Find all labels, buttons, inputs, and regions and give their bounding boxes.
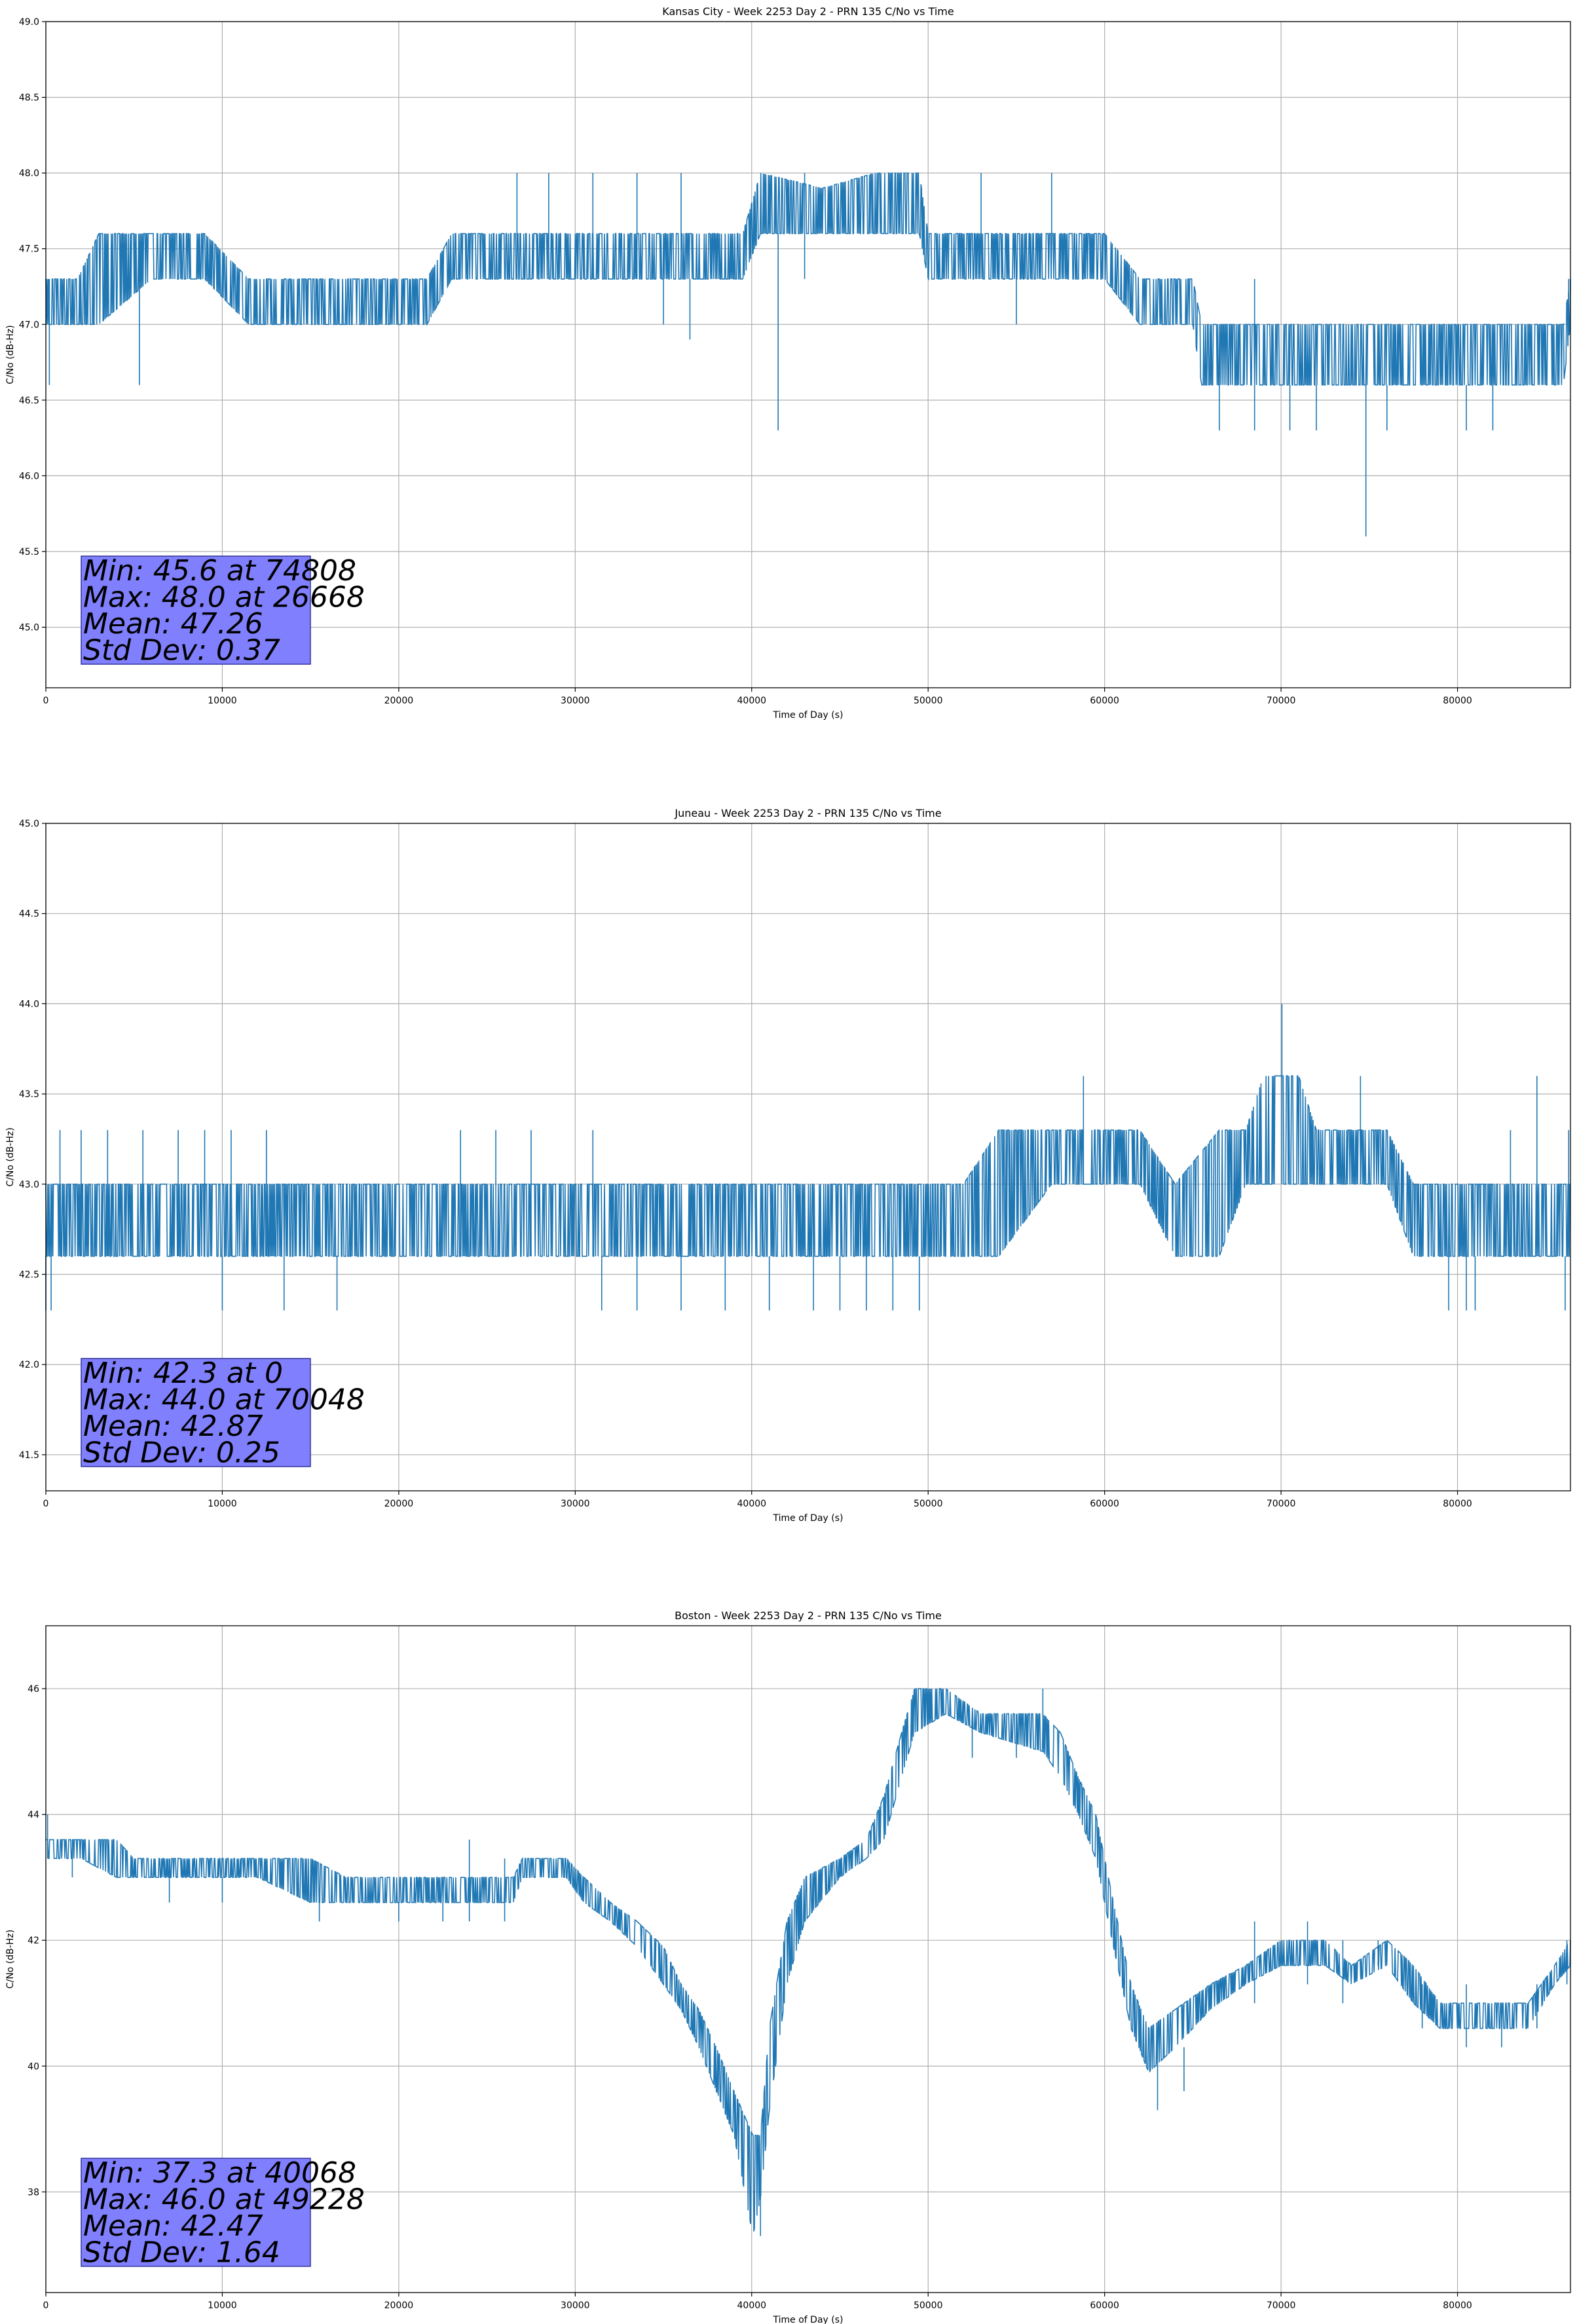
x-tick-label: 60000 — [1090, 1499, 1119, 1509]
stats-line: Max: 48.0 at 26668 — [83, 581, 365, 614]
y-tick-label: 38 — [28, 2187, 39, 2198]
series-line — [45, 1003, 1570, 1311]
stats-line: Mean: 47.26 — [83, 607, 263, 641]
x-axis-label: Time of Day (s) — [773, 710, 844, 721]
x-tick-label: 80000 — [1443, 2300, 1472, 2311]
y-tick-label: 47.5 — [19, 244, 39, 255]
y-tick-label: 48.5 — [19, 93, 39, 103]
x-tick-label: 40000 — [737, 2300, 767, 2311]
plot-frame — [45, 823, 1571, 1491]
x-tick-label: 0 — [43, 1499, 49, 1509]
x-tick-label: 50000 — [914, 1499, 943, 1509]
stats-line: Std Dev: 0.25 — [83, 1436, 280, 1470]
series-line — [45, 172, 1571, 536]
x-tick-label: 20000 — [384, 1499, 414, 1509]
y-tick-label: 40 — [28, 2061, 39, 2072]
y-tick-label: 44.0 — [19, 999, 39, 1009]
x-tick-label: 50000 — [914, 2300, 943, 2311]
series-line — [46, 1688, 1571, 2236]
y-tick-label: 43.0 — [19, 1180, 39, 1190]
stats-line: Min: 42.3 at 0 — [83, 1357, 283, 1390]
y-tick-label: 42 — [28, 1936, 39, 1946]
x-tick-label: 30000 — [561, 2300, 590, 2311]
x-tick-label: 60000 — [1090, 696, 1119, 706]
plot-frame — [45, 1625, 1571, 2293]
stats-line: Min: 45.6 at 74808 — [83, 554, 356, 588]
y-axis-label: C/No (dB-Hz) — [5, 1127, 16, 1186]
x-tick-label: 20000 — [384, 2300, 414, 2311]
y-tick-label: 44.5 — [19, 909, 39, 920]
y-tick-label: 46.0 — [19, 471, 39, 481]
x-axis-label: Time of Day (s) — [773, 1513, 844, 1524]
x-tick-label: 30000 — [561, 696, 590, 706]
y-tick-label: 41.5 — [19, 1450, 39, 1461]
stats-box-background — [81, 1358, 311, 1467]
y-axis-label: C/No (dB-Hz) — [5, 325, 16, 384]
plot-frame — [45, 21, 1571, 688]
chart-title: Boston - Week 2253 Day 2 - PRN 135 C/No … — [675, 1609, 942, 1622]
x-tick-label: 70000 — [1267, 2300, 1296, 2311]
x-tick-label: 20000 — [384, 696, 414, 706]
x-tick-label: 40000 — [737, 696, 767, 706]
stats-box-background — [81, 2158, 311, 2267]
x-tick-label: 10000 — [208, 2300, 237, 2311]
chart-kansas-city: 0 10000 20000 30000 40000 50000 60000 70000 8000… — [5, 5, 1571, 721]
chart-title: Juneau - Week 2253 Day 2 - PRN 135 C/No … — [674, 807, 941, 819]
x-tick-label: 70000 — [1267, 1499, 1296, 1509]
x-tick-label: 10000 — [208, 696, 237, 706]
y-tick-label: 44 — [28, 1810, 39, 1820]
x-axis-label: Time of Day (s) — [773, 2315, 844, 2324]
y-tick-label: 42.0 — [19, 1360, 39, 1370]
x-tick-label: 80000 — [1443, 696, 1472, 706]
x-tick-label: 70000 — [1267, 696, 1296, 706]
x-tick-label: 80000 — [1443, 1499, 1472, 1509]
y-tick-label: 46 — [28, 1684, 39, 1695]
stats-line: Min: 37.3 at 40068 — [83, 2156, 356, 2190]
chart-juneau: 0 10000 20000 30000 40000 50000 60000 70000 8000… — [5, 807, 1571, 1524]
stats-line: Max: 46.0 at 49228 — [83, 2183, 365, 2217]
stats-box-background — [81, 555, 311, 665]
y-tick-label: 48.0 — [19, 168, 39, 179]
y-tick-label: 43.5 — [19, 1089, 39, 1100]
y-tick-label: 45.5 — [19, 547, 39, 557]
y-tick-label: 45.0 — [19, 819, 39, 829]
stats-line: Max: 44.0 at 70048 — [83, 1383, 365, 1417]
x-tick-label: 0 — [43, 696, 49, 706]
x-tick-label: 40000 — [737, 1499, 767, 1509]
y-tick-label: 49.0 — [19, 17, 39, 28]
y-tick-label: 42.5 — [19, 1270, 39, 1281]
y-tick-label: 45.0 — [19, 623, 39, 633]
stats-line: Mean: 42.47 — [83, 2209, 263, 2243]
stats-line: Std Dev: 0.37 — [83, 634, 280, 667]
x-tick-label: 10000 — [208, 1499, 237, 1509]
y-tick-label: 47.0 — [19, 320, 39, 330]
y-tick-label: 46.5 — [19, 396, 39, 406]
x-tick-label: 60000 — [1090, 2300, 1119, 2311]
y-axis-label: C/No (dB-Hz) — [5, 1930, 16, 1989]
x-tick-label: 0 — [43, 2300, 49, 2311]
chart-boston: 0 10000 20000 30000 40000 50000 60000 70000 8000… — [5, 1609, 1571, 2324]
stats-line: Mean: 42.87 — [83, 1410, 263, 1443]
x-tick-label: 50000 — [914, 696, 943, 706]
x-tick-label: 30000 — [561, 1499, 590, 1509]
stats-line: Std Dev: 1.64 — [83, 2236, 280, 2270]
chart-title: Kansas City - Week 2253 Day 2 - PRN 135 … — [662, 5, 954, 18]
